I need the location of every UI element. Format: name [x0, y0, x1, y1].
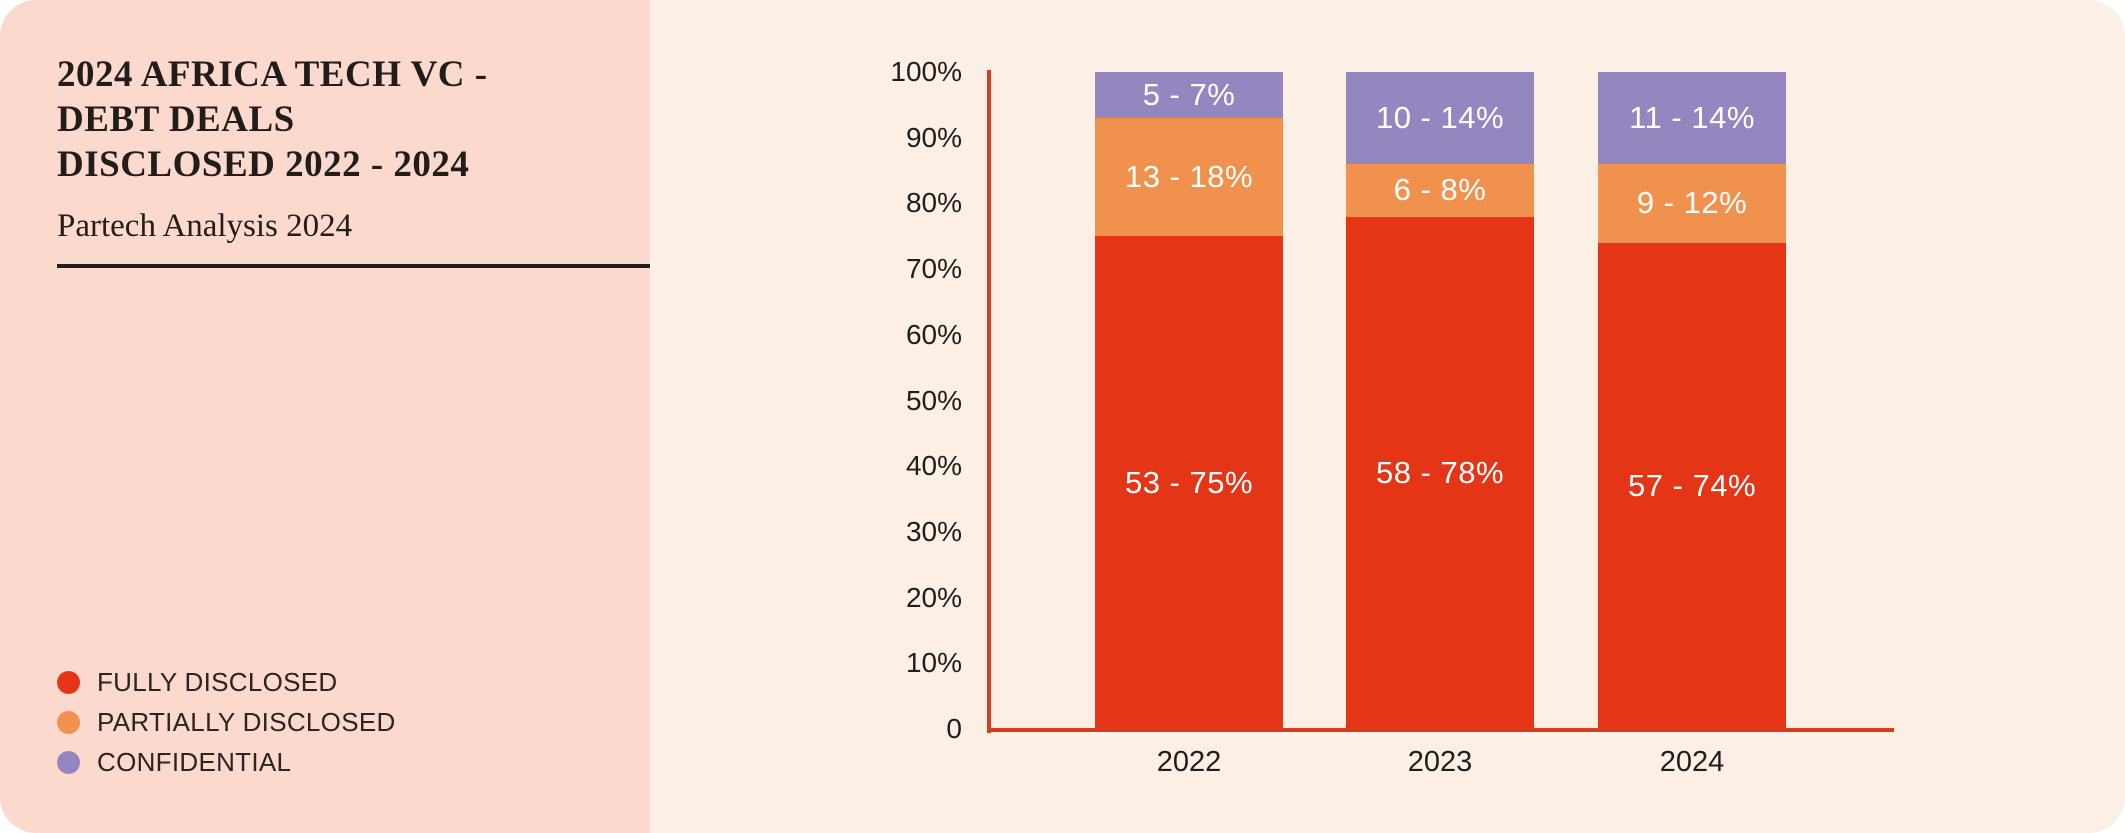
- bar-segment-partially-disclosed: 13 - 18%: [1095, 117, 1283, 237]
- bar-segment-value-label: 57 - 74%: [1627, 467, 1757, 503]
- legend: FULLY DISCLOSED PARTIALLY DISCLOSED CONF…: [57, 662, 396, 782]
- y-axis-tick-label: 80%: [905, 187, 962, 219]
- bar-segment-partially-disclosed: 9 - 12%: [1598, 163, 1786, 243]
- left-panel: 2024 AFRICA TECH VC - DEBT DEALS DISCLOS…: [0, 0, 650, 833]
- bar-segment-fully-disclosed: 58 - 78%: [1346, 216, 1534, 729]
- bar-segment-fully-disclosed: 53 - 75%: [1095, 236, 1283, 729]
- y-axis-tick-label: 60%: [905, 318, 962, 350]
- bar-segment-value-label: 6 - 8%: [1393, 172, 1487, 208]
- bar-segment-value-label: 13 - 18%: [1124, 159, 1254, 195]
- legend-dot-icon: [57, 670, 80, 694]
- bar-2022: 5 - 7% 13 - 18% 53 - 75%: [1095, 72, 1283, 729]
- bar-segment-confidential: 10 - 14%: [1346, 72, 1534, 164]
- y-axis-line: [987, 70, 991, 733]
- legend-label: PARTIALLY DISCLOSED: [97, 706, 396, 737]
- bar-2023: 10 - 14% 6 - 8% 58 - 78%: [1346, 72, 1534, 729]
- bar-segment-value-label: 11 - 14%: [1629, 99, 1755, 135]
- legend-item-confidential: CONFIDENTIAL: [57, 742, 396, 782]
- title-underline: [57, 264, 650, 268]
- y-axis-tick-label: 100%: [890, 56, 962, 87]
- legend-item-partially-disclosed: PARTIALLY DISCLOSED: [57, 702, 396, 742]
- legend-dot-icon: [57, 710, 80, 734]
- y-axis-tick-label: 40%: [905, 450, 962, 482]
- y-axis-tick-label: 70%: [905, 253, 962, 285]
- y-axis-tick-label: 10%: [905, 647, 962, 679]
- x-axis-category-label: 2022: [1156, 746, 1222, 778]
- x-axis-line: [987, 728, 1894, 732]
- bar-segment-value-label: 53 - 75%: [1124, 464, 1254, 500]
- bar-segment-fully-disclosed: 57 - 74%: [1598, 242, 1786, 729]
- legend-dot-icon: [57, 750, 80, 774]
- title-line-3: DISCLOSED 2022 - 2024: [57, 144, 470, 185]
- bar-2024: 11 - 14% 9 - 12% 57 - 74%: [1598, 72, 1786, 729]
- y-axis-tick-label: 20%: [905, 581, 962, 613]
- bar-segment-partially-disclosed: 6 - 8%: [1346, 163, 1534, 217]
- bar-segment-confidential: 11 - 14%: [1598, 72, 1786, 164]
- bar-segment-value-label: 5 - 7%: [1142, 76, 1236, 112]
- x-axis-category-label: 2024: [1659, 746, 1725, 778]
- bar-segment-value-label: 58 - 78%: [1375, 454, 1505, 490]
- legend-item-fully-disclosed: FULLY DISCLOSED: [57, 662, 396, 702]
- y-axis-tick-label: 0: [946, 713, 962, 744]
- y-axis-tick-label: 50%: [905, 384, 962, 416]
- bar-segment-confidential: 5 - 7%: [1095, 72, 1283, 118]
- legend-label: CONFIDENTIAL: [97, 746, 292, 777]
- chart-title: 2024 AFRICA TECH VC - DEBT DEALS DISCLOS…: [57, 52, 617, 187]
- bar-segment-value-label: 10 - 14%: [1375, 99, 1505, 135]
- title-line-2: DEBT DEALS: [57, 99, 295, 140]
- x-axis-category-label: 2023: [1407, 746, 1473, 778]
- y-axis-tick-label: 30%: [905, 515, 962, 547]
- y-axis-tick-label: 90%: [905, 121, 962, 153]
- title-line-1: 2024 AFRICA TECH VC -: [57, 54, 488, 95]
- chart-subtitle: Partech Analysis 2024: [57, 208, 353, 244]
- bar-segment-value-label: 9 - 12%: [1636, 185, 1748, 221]
- legend-label: FULLY DISCLOSED: [97, 666, 338, 697]
